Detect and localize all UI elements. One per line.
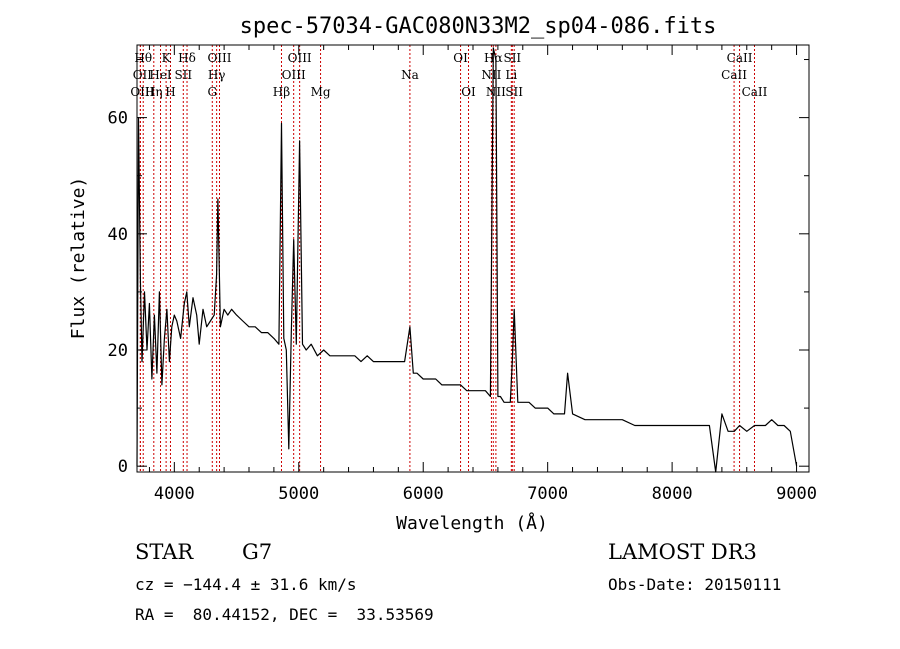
x-tick-label-2: 6000 xyxy=(403,484,444,504)
spectral-line-label-13: OIII xyxy=(288,51,312,65)
x-tick-label-1: 5000 xyxy=(278,484,319,504)
spectral-line-label-23: Li xyxy=(505,68,517,82)
spectral-line-label-17: OI xyxy=(453,51,468,65)
spectral-line-label-9: OIII xyxy=(207,51,231,65)
spectral-line-label-12: Hβ xyxy=(273,85,290,99)
spectral-line-label-5: HeI xyxy=(149,68,172,82)
x-tick-label-5: 9000 xyxy=(776,484,817,504)
spectral-line-label-8: Hδ xyxy=(178,51,196,65)
spectral-line-label-0: Hθ xyxy=(134,51,152,65)
spectral-line-label-25: CaII xyxy=(727,51,753,65)
spectral-line-label-1: OII xyxy=(133,68,153,82)
spectrum-line xyxy=(136,47,798,473)
y-tick-label-1: 20 xyxy=(108,341,128,361)
spectral-line-label-27: CaII xyxy=(742,85,768,99)
spectral-line-label-4: K xyxy=(162,51,172,65)
spectral-line-label-10: Hγ xyxy=(208,68,226,82)
survey-name: LAMOST DR3 xyxy=(608,540,757,564)
x-tick-label-3: 7000 xyxy=(527,484,568,504)
spectral-line-label-20: NII xyxy=(481,68,501,82)
x-axis-label: Wavelength (Å) xyxy=(396,512,548,534)
chart-title: spec-57034-GAC080N33M2_sp04-086.fits xyxy=(240,14,717,39)
spectral-line-label-18: OI xyxy=(461,85,476,99)
spectral-line-label-22: SII xyxy=(503,51,521,65)
spectral-line-label-15: Mg xyxy=(311,85,331,99)
spectral-line-label-6: H xyxy=(165,85,175,99)
spectral-line-label-24: SII xyxy=(505,85,523,99)
spectral-line-label-14: OIII xyxy=(282,68,306,82)
observation-date: Obs-Date: 20150111 xyxy=(608,575,782,594)
spectral-line-label-21: NII xyxy=(486,85,506,99)
spectral-line-label-7: SII xyxy=(174,68,192,82)
object-type: STAR xyxy=(135,540,194,564)
redshift-velocity: cz = −144.4 ± 31.6 km/s xyxy=(135,575,357,594)
spectral-line-label-16: Na xyxy=(401,68,419,82)
spectral-line-markers xyxy=(139,45,755,472)
spectrum-series xyxy=(136,47,798,473)
axis-ticks: 4000 5000 6000 7000 8000 9000 0 20 40 60 xyxy=(108,45,817,504)
spectral-line-label-11: G xyxy=(207,85,217,99)
y-axis-label: Flux (relative) xyxy=(68,177,89,340)
x-tick-label-0: 4000 xyxy=(154,484,195,504)
y-tick-label-3: 60 xyxy=(108,109,128,129)
y-tick-label-0: 0 xyxy=(118,457,128,477)
object-subclass: G7 xyxy=(242,540,273,564)
ra-dec-coordinates: RA = 80.44152, DEC = 33.53569 xyxy=(135,605,434,624)
spectral-line-label-3: Hη xyxy=(145,85,163,99)
spectral-line-label-26: CaII xyxy=(721,68,747,82)
plot-frame xyxy=(136,44,810,473)
x-tick-label-4: 8000 xyxy=(652,484,693,504)
spectral-line-label-2: OIII xyxy=(130,85,154,99)
spectral-line-label-19: Hα xyxy=(484,51,503,65)
y-tick-label-2: 40 xyxy=(108,225,128,245)
